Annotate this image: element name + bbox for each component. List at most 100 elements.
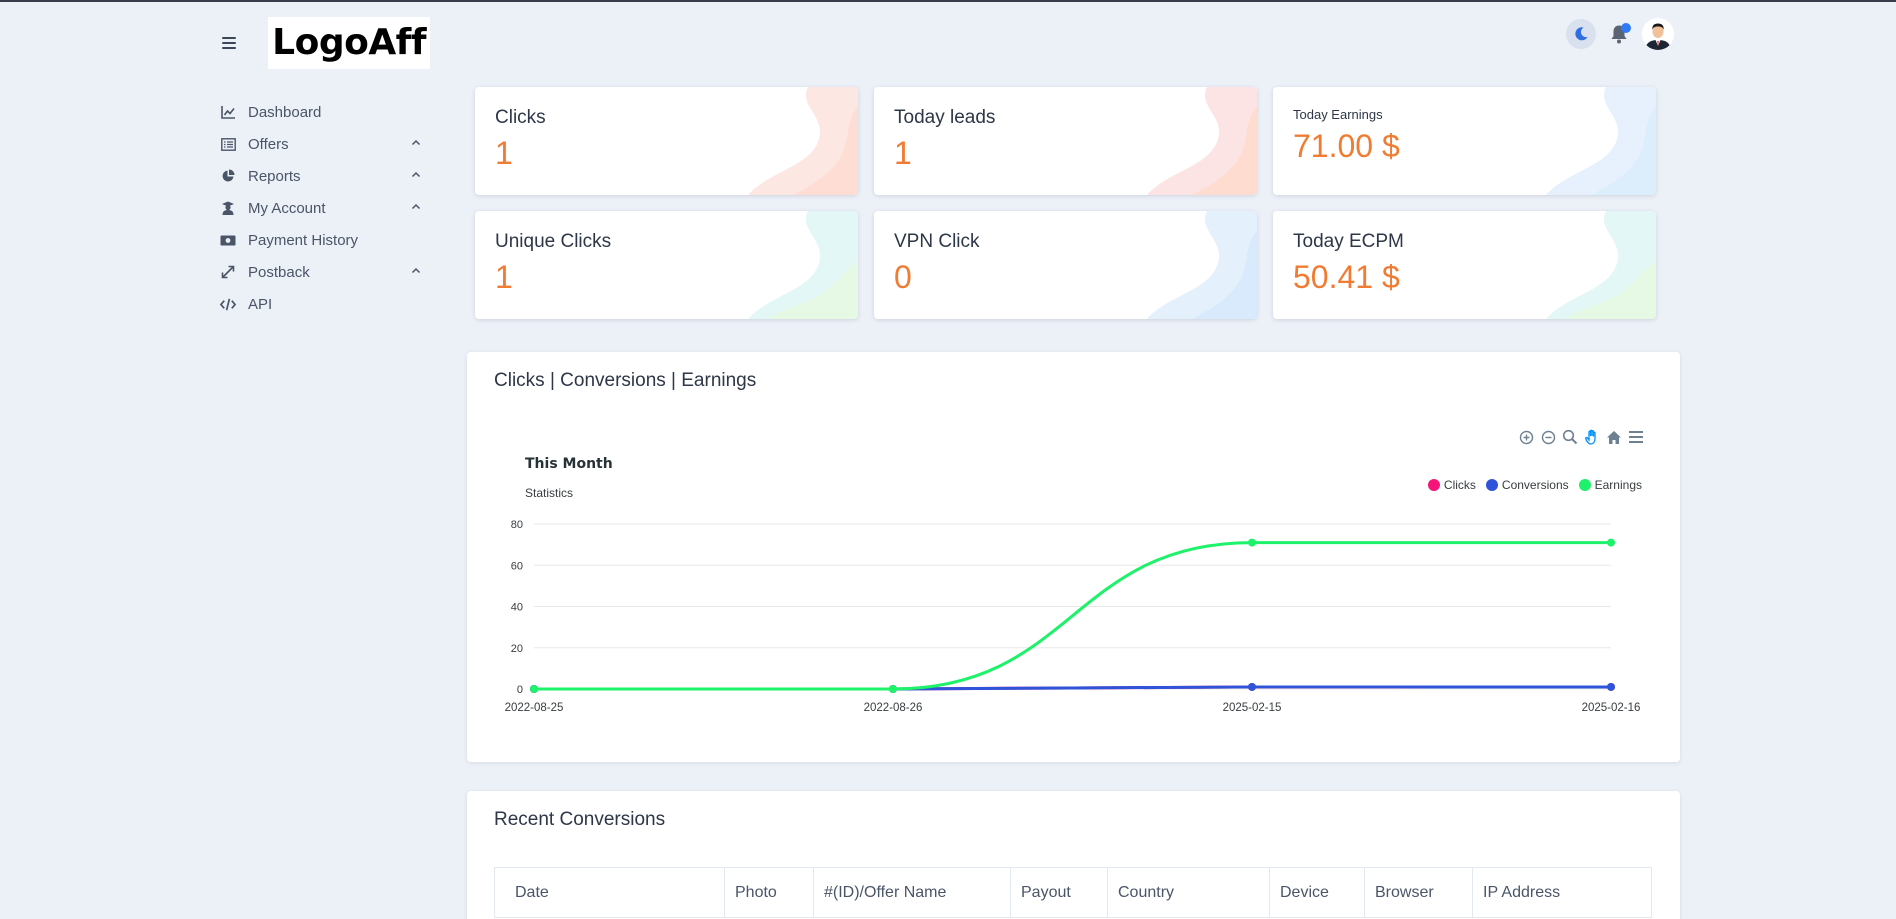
zoom-in-icon[interactable] bbox=[1518, 429, 1534, 445]
sidebar-nav: Dashboard Offers Reports My Account bbox=[220, 96, 430, 320]
legend-label: Conversions bbox=[1501, 478, 1569, 492]
reset-home-icon[interactable] bbox=[1606, 429, 1622, 445]
stat-title: Today Earnings bbox=[1293, 107, 1383, 122]
moon-icon[interactable] bbox=[1566, 19, 1596, 49]
sidebar-item-label: API bbox=[248, 295, 273, 313]
menu-icon[interactable] bbox=[1628, 429, 1644, 445]
card-decoration bbox=[748, 211, 858, 319]
sidebar-item-payment-history[interactable]: Payment History bbox=[220, 224, 430, 256]
legend-item-clicks[interactable]: Clicks bbox=[1427, 478, 1476, 492]
expand-arrows-icon bbox=[220, 264, 236, 280]
stat-title: Today leads bbox=[894, 107, 996, 128]
y-tick-label: 80 bbox=[511, 519, 523, 531]
stat-card-clicks: Clicks 1 bbox=[475, 87, 858, 195]
recent-conversions-panel: Recent Conversions Date Photo #(ID)/Offe… bbox=[467, 791, 1680, 919]
y-tick-label: 60 bbox=[511, 560, 523, 572]
data-point-conversions bbox=[1607, 682, 1615, 691]
sidebar-item-label: Dashboard bbox=[248, 103, 322, 121]
chart-title: This Month bbox=[525, 456, 613, 472]
table-header-row: Date Photo #(ID)/Offer Name Payout Count… bbox=[494, 867, 1652, 918]
zoom-out-icon[interactable] bbox=[1540, 429, 1556, 445]
data-point-conversions bbox=[1248, 682, 1256, 691]
card-decoration bbox=[748, 87, 858, 195]
sidebar-item-label: Reports bbox=[248, 167, 301, 185]
pan-hand-icon[interactable] bbox=[1584, 429, 1600, 445]
card-decoration bbox=[1147, 211, 1257, 319]
card-decoration bbox=[1546, 87, 1656, 195]
line-chart: 0 20 40 60 80 2022-08-25 2022-08-26 2025-02-15 2… bbox=[505, 519, 1641, 714]
chart-legend: Clicks Conversions Earnings bbox=[1427, 478, 1642, 492]
stat-value: 1 bbox=[495, 259, 513, 295]
list-icon bbox=[220, 136, 236, 152]
stat-value: 0 bbox=[894, 259, 912, 295]
legend-marker bbox=[1427, 479, 1440, 491]
user-graduate-icon bbox=[220, 200, 236, 216]
card-decoration bbox=[1147, 87, 1257, 195]
chart-subtitle: Statistics bbox=[525, 486, 574, 500]
chart-line-icon bbox=[220, 104, 236, 120]
column-header-photo[interactable]: Photo bbox=[724, 867, 814, 918]
sidebar-item-label: My Account bbox=[248, 199, 326, 217]
x-tick-label: 2022-08-26 bbox=[864, 702, 923, 714]
panel-title: Recent Conversions bbox=[494, 809, 666, 830]
column-header-device[interactable]: Device bbox=[1269, 867, 1365, 918]
sidebar-item-offers[interactable]: Offers bbox=[220, 128, 430, 160]
y-tick-label: 20 bbox=[511, 643, 523, 655]
hamburger-menu-icon[interactable] bbox=[220, 34, 238, 52]
chart-toolbar bbox=[1518, 429, 1644, 445]
stat-value: 71.00 $ bbox=[1293, 128, 1400, 164]
logo[interactable]: LogoAff bbox=[268, 17, 430, 69]
legend-marker bbox=[1578, 479, 1591, 491]
column-header-offer-name[interactable]: #(ID)/Offer Name bbox=[813, 867, 1011, 918]
legend-marker bbox=[1485, 479, 1498, 491]
y-tick-label: 40 bbox=[511, 602, 523, 614]
stat-card-unique-clicks: Unique Clicks 1 bbox=[475, 211, 858, 319]
sidebar-item-dashboard[interactable]: Dashboard bbox=[220, 96, 430, 128]
chevron-up-icon bbox=[410, 264, 422, 276]
legend-label: Earnings bbox=[1594, 478, 1642, 492]
sidebar-item-postback[interactable]: Postback bbox=[220, 256, 430, 288]
stat-value: 1 bbox=[894, 135, 912, 171]
sidebar-item-my-account[interactable]: My Account bbox=[220, 192, 430, 224]
legend-item-earnings[interactable]: Earnings bbox=[1578, 478, 1642, 492]
data-point-earnings bbox=[530, 685, 538, 693]
x-tick-label: 2025-02-15 bbox=[1223, 702, 1282, 714]
stat-title: VPN Click bbox=[894, 231, 980, 252]
topbar-actions bbox=[1566, 18, 1674, 50]
stat-card-vpn-click: VPN Click 0 bbox=[874, 211, 1257, 319]
chart-panel: 0 20 40 60 80 2022-08-25 2022-08-26 2025-02-15 2… bbox=[467, 352, 1680, 762]
conversions-table: Date Photo #(ID)/Offer Name Payout Count… bbox=[494, 867, 1652, 918]
user-avatar[interactable] bbox=[1642, 18, 1674, 50]
stat-card-today-earnings: Today Earnings 71.00 $ bbox=[1273, 87, 1656, 195]
column-header-ip-address[interactable]: IP Address bbox=[1472, 867, 1652, 918]
stat-value: 50.41 $ bbox=[1293, 259, 1400, 295]
code-icon bbox=[220, 296, 236, 312]
zoom-select-icon[interactable] bbox=[1562, 429, 1578, 445]
data-point-earnings bbox=[1248, 538, 1256, 547]
brand-header: LogoAff bbox=[220, 16, 430, 70]
sidebar-item-api[interactable]: API bbox=[220, 288, 430, 320]
stat-title: Clicks bbox=[495, 107, 546, 128]
column-header-browser[interactable]: Browser bbox=[1364, 867, 1473, 918]
sidebar-item-label: Postback bbox=[248, 263, 310, 281]
data-point-earnings bbox=[1607, 538, 1615, 547]
chevron-up-icon bbox=[410, 136, 422, 148]
pie-chart-icon bbox=[220, 168, 236, 184]
y-tick-label: 0 bbox=[517, 684, 523, 696]
stat-title: Today ECPM bbox=[1293, 231, 1404, 252]
legend-label: Clicks bbox=[1443, 478, 1476, 492]
column-header-country[interactable]: Country bbox=[1107, 867, 1270, 918]
stat-card-today-ecpm: Today ECPM 50.41 $ bbox=[1273, 211, 1656, 319]
stat-card-today-leads: Today leads 1 bbox=[874, 87, 1257, 195]
panel-title: Clicks | Conversions | Earnings bbox=[494, 370, 757, 391]
sidebar: LogoAff Dashboard Offers Reports bbox=[220, 16, 430, 320]
column-header-date[interactable]: Date bbox=[494, 867, 725, 918]
x-tick-label: 2022-08-25 bbox=[505, 702, 564, 714]
column-header-payout[interactable]: Payout bbox=[1010, 867, 1108, 918]
money-bill-icon bbox=[220, 232, 236, 248]
sidebar-item-reports[interactable]: Reports bbox=[220, 160, 430, 192]
chevron-up-icon bbox=[410, 200, 422, 212]
bell-icon[interactable] bbox=[1604, 19, 1634, 49]
stats-grid: Clicks 1 Today leads 1 Today Earnings 71… bbox=[475, 87, 1656, 319]
legend-item-conversions[interactable]: Conversions bbox=[1485, 478, 1569, 492]
